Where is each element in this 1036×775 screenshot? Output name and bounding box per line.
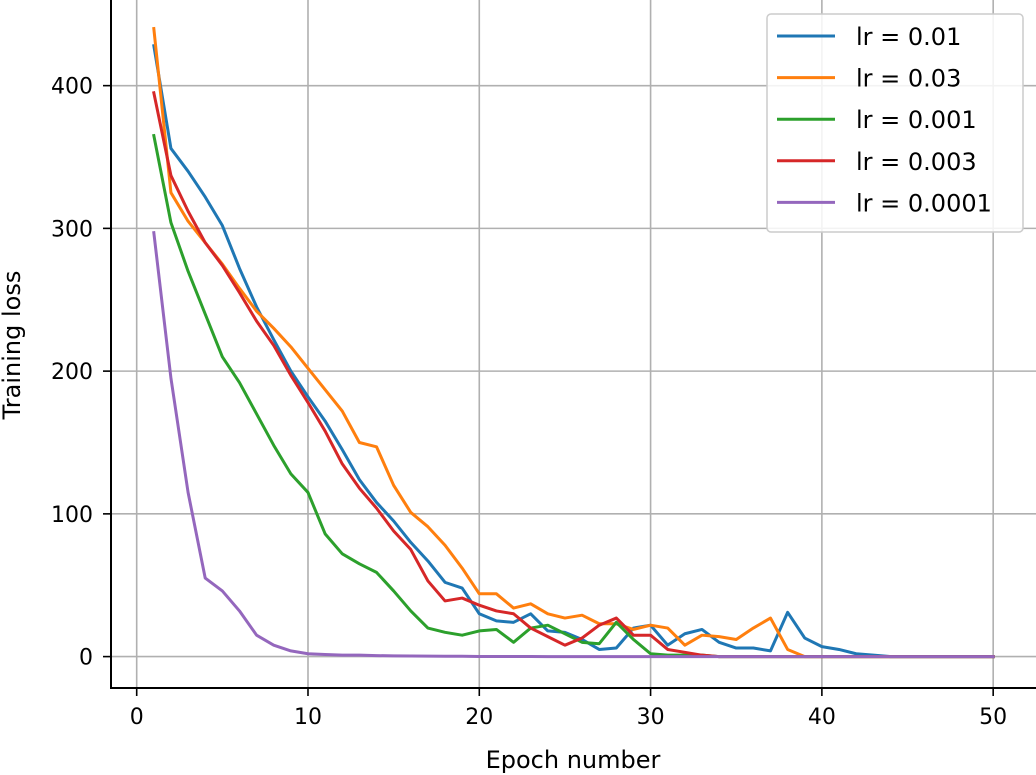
y-tick-label: 300	[51, 217, 93, 242]
x-tick-label: 20	[465, 705, 493, 730]
y-axis-label: Training loss	[0, 271, 26, 421]
legend-label: lr = 0.01	[856, 23, 961, 51]
y-tick-label: 100	[51, 503, 93, 528]
x-tick-label: 30	[637, 705, 665, 730]
y-tick-label: 0	[79, 646, 93, 671]
x-axis-label: Epoch number	[486, 746, 661, 774]
legend: lr = 0.01 lr = 0.03 lr = 0.001 lr = 0.003 lr…	[766, 13, 1024, 233]
series-line-5	[152, 230, 995, 659]
series-line-1	[152, 43, 995, 659]
series-lines	[152, 26, 995, 659]
legend-label: lr = 0.0001	[856, 189, 992, 217]
y-tick-label: 400	[51, 75, 93, 100]
legend-label: lr = 0.003	[856, 148, 977, 176]
legend-label: lr = 0.03	[856, 65, 961, 93]
x-tick-label: 40	[808, 705, 836, 730]
legend-box	[766, 13, 1024, 233]
x-tick-label: 0	[130, 705, 144, 730]
x-tick-label: 50	[979, 705, 1007, 730]
axes	[110, 0, 1036, 689]
y-tick-label: 200	[51, 360, 93, 385]
tick-labels: 0 10 20 30 40 50 0 100 200 300 400	[51, 75, 1007, 730]
legend-label: lr = 0.001	[856, 106, 977, 134]
x-tick-label: 10	[294, 705, 322, 730]
